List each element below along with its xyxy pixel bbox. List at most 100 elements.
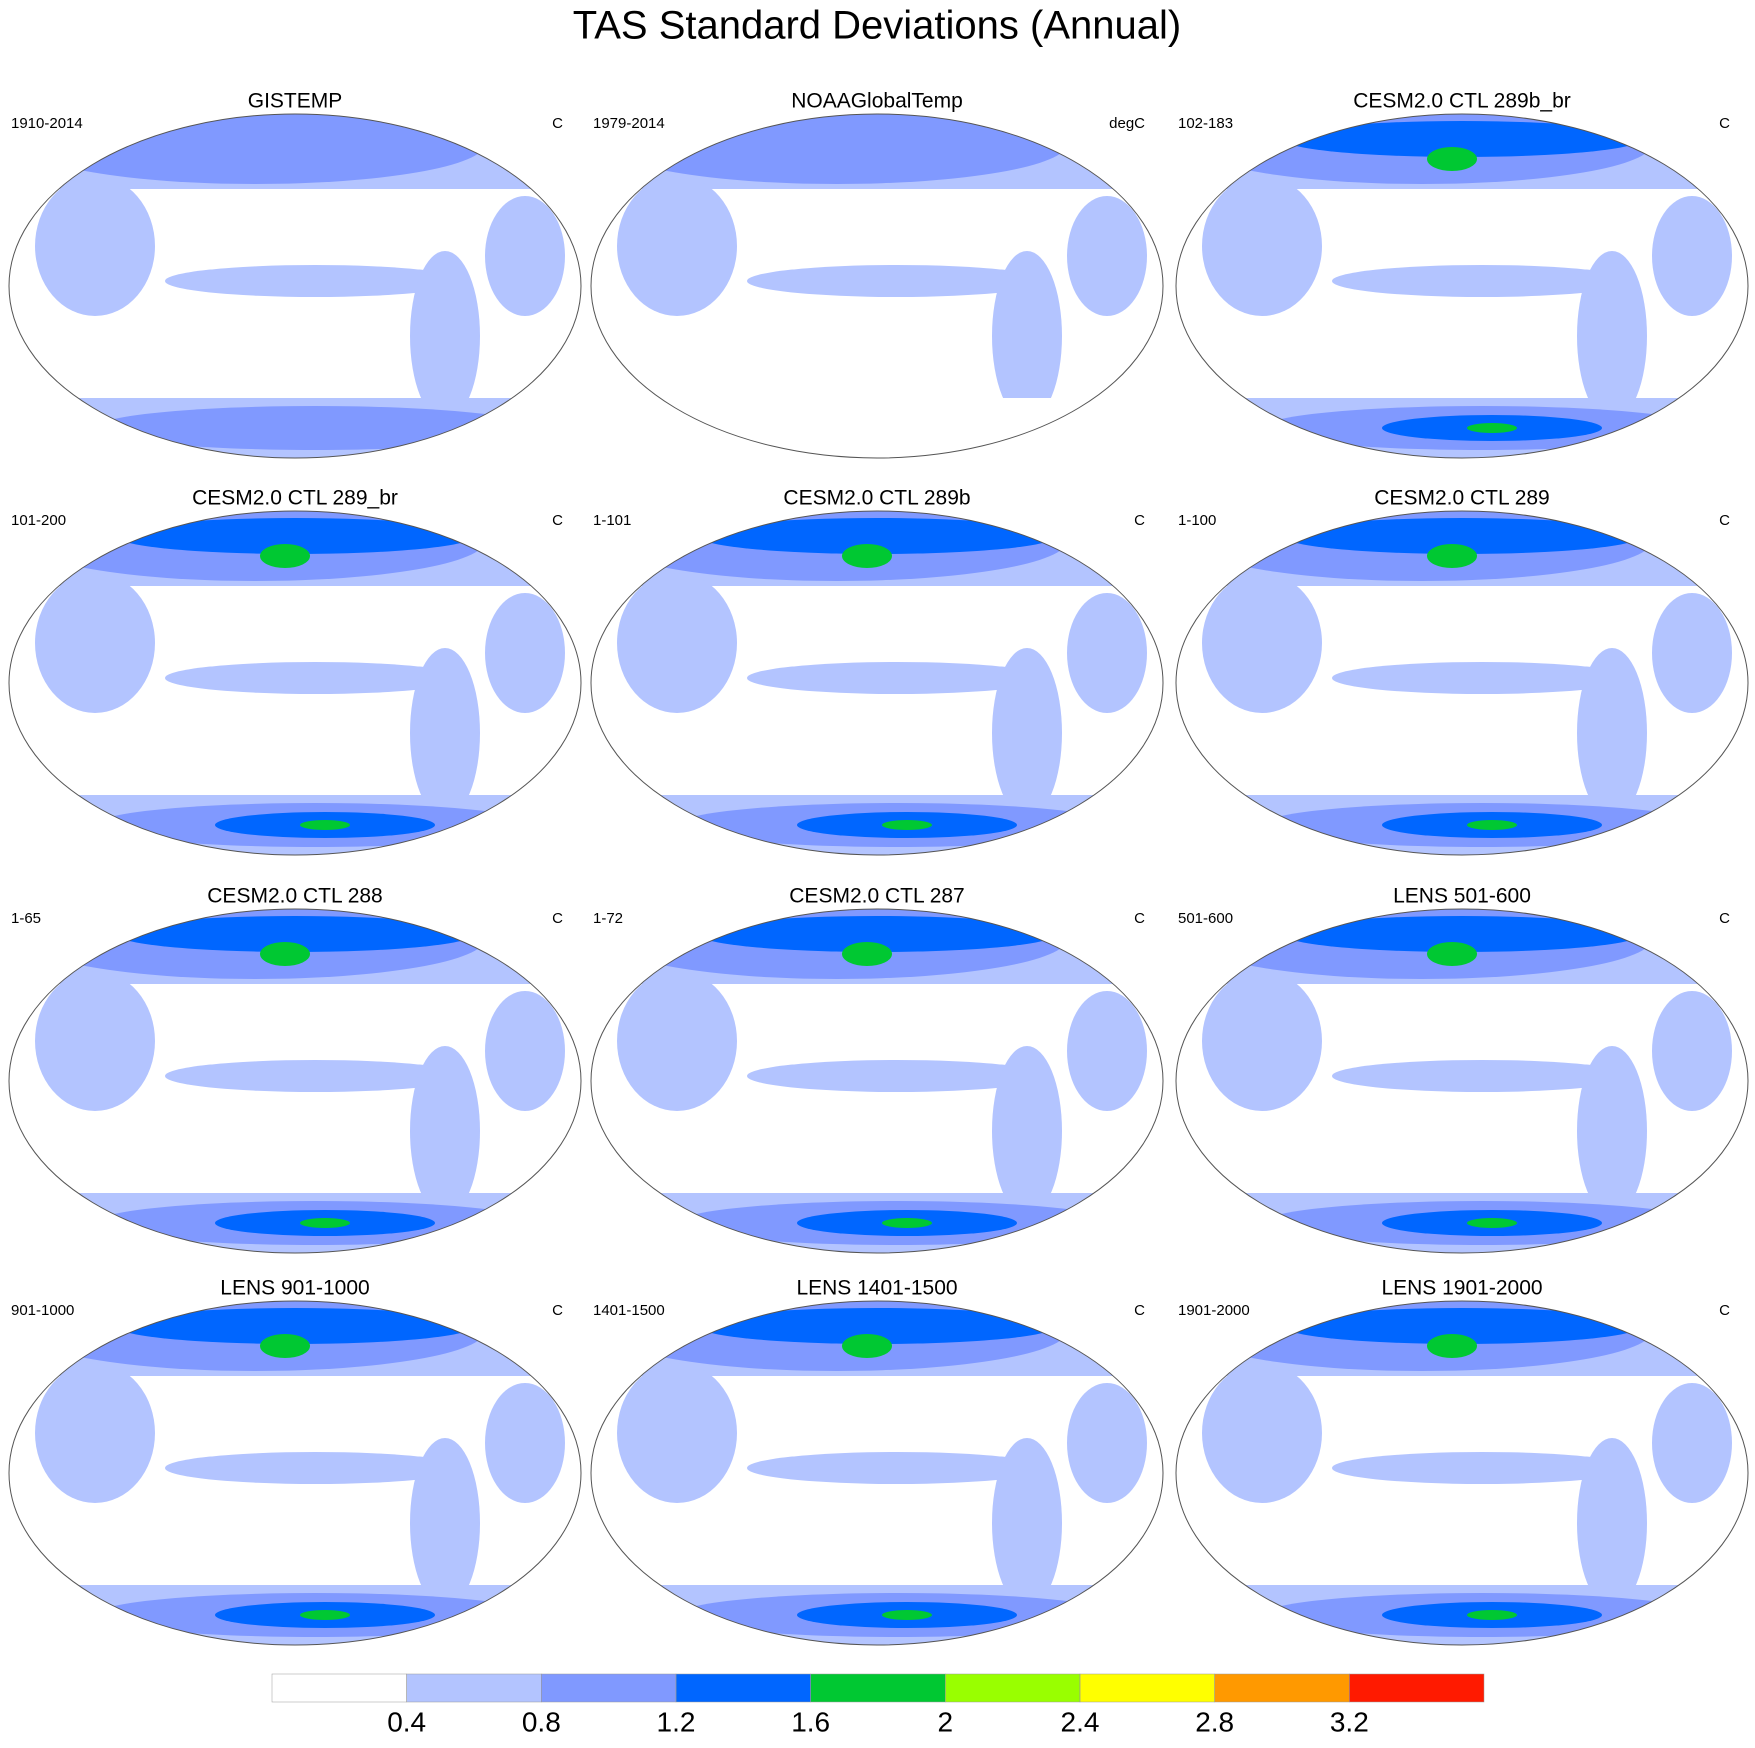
panel-units: C <box>552 115 563 132</box>
map-fill <box>591 909 1163 1253</box>
map-fill <box>1176 114 1748 458</box>
panel-units: C <box>1719 115 1730 132</box>
map-fill <box>591 511 1163 855</box>
south-peak <box>1467 820 1517 830</box>
north-peak <box>1232 914 1292 934</box>
north-peak <box>260 942 310 966</box>
panel-title: LENS 901-1000 <box>220 1277 369 1300</box>
colorbar: 0.4 0.8 1.2 1.6 2 2.4 2.8 3.2 <box>271 1673 1485 1737</box>
tropical-band <box>165 1060 465 1092</box>
continent-shade <box>485 593 565 713</box>
colorbar-box <box>810 1673 946 1703</box>
panel-title: GISTEMP <box>248 90 343 113</box>
map-panel: LENS 501-600 501-600 C <box>1175 885 1749 1254</box>
colorbar-box <box>1349 1673 1485 1703</box>
panel-period: 1-72 <box>593 910 623 927</box>
continent-shade <box>1577 1438 1647 1608</box>
continent-shade <box>1652 196 1732 316</box>
map-panel: CESM2.0 CTL 289 1-100 C <box>1175 487 1749 856</box>
north-core <box>115 1308 475 1344</box>
map-outline <box>8 1300 582 1646</box>
continent-shade <box>1652 991 1732 1111</box>
panel-title: LENS 1401-1500 <box>796 1277 957 1300</box>
south-band <box>591 398 1163 458</box>
colorbar-box <box>1079 1673 1215 1703</box>
panel-title: CESM2.0 CTL 289 <box>1374 487 1549 510</box>
panel-units: C <box>1134 910 1145 927</box>
panel-period: 1-65 <box>11 910 41 927</box>
map-panel: CESM2.0 CTL 287 1-72 C <box>590 885 1164 1254</box>
panel-period: 101-200 <box>11 512 66 529</box>
continent-shade <box>1202 573 1322 713</box>
continent-shade <box>1202 971 1322 1111</box>
continent-shade <box>410 251 480 421</box>
continent-shade <box>1577 251 1647 421</box>
north-core <box>115 916 475 952</box>
north-peak <box>1232 119 1292 139</box>
north-core <box>1282 121 1642 157</box>
continent-shade <box>1577 648 1647 818</box>
map-outline <box>1175 908 1749 1254</box>
north-peak <box>1427 942 1477 966</box>
north-peak <box>842 942 892 966</box>
north-peak <box>1427 147 1477 171</box>
tropical-band <box>1332 1452 1632 1484</box>
north-peak <box>842 544 892 568</box>
south-shade <box>95 406 535 450</box>
south-peak <box>882 1610 932 1620</box>
map-fill <box>591 1301 1163 1645</box>
tropical-band <box>1332 265 1632 297</box>
map-outline <box>8 113 582 459</box>
tropical-band <box>747 662 1047 694</box>
continent-shade <box>35 1363 155 1503</box>
map-outline <box>1175 113 1749 459</box>
colorbar-label: 1.2 <box>657 1706 696 1737</box>
south-peak <box>1467 423 1517 433</box>
north-core <box>697 916 1057 952</box>
north-peak <box>65 914 125 934</box>
map-outline <box>590 908 1164 1254</box>
north-peak <box>65 516 125 536</box>
panel-title: LENS 501-600 <box>1393 885 1531 908</box>
tropical-band <box>747 265 1047 297</box>
map-outline <box>590 1300 1164 1646</box>
north-core <box>1282 1308 1642 1344</box>
panel-units: degC <box>1109 115 1145 132</box>
continent-shade <box>35 176 155 316</box>
north-peak <box>260 1334 310 1358</box>
continent-shade <box>410 1438 480 1608</box>
panel-title: CESM2.0 CTL 289_br <box>192 487 398 510</box>
panel-period: 1-100 <box>1178 512 1216 529</box>
panel-title: CESM2.0 CTL 287 <box>789 885 964 908</box>
map-panel: CESM2.0 CTL 289_br 101-200 C <box>8 487 582 856</box>
map-panel: CESM2.0 CTL 289b_br 102-183 C <box>1175 90 1749 459</box>
continent-shade <box>1202 176 1322 316</box>
colorbar-label: 2.4 <box>1061 1706 1100 1737</box>
colorbar-box <box>541 1673 677 1703</box>
south-peak <box>882 1218 932 1228</box>
continent-shade <box>35 971 155 1111</box>
panel-period: 1901-2000 <box>1178 1302 1250 1319</box>
map-outline <box>8 510 582 856</box>
panel-units: C <box>1134 512 1145 529</box>
map-outline <box>590 113 1164 459</box>
panel-units: C <box>1719 1302 1730 1319</box>
map-outline <box>1175 510 1749 856</box>
panel-title: CESM2.0 CTL 288 <box>207 885 382 908</box>
map-fill <box>591 114 1163 458</box>
continent-shade <box>992 1438 1062 1608</box>
map-fill <box>9 114 581 458</box>
colorbar-label: 0.8 <box>522 1706 561 1737</box>
north-peak <box>647 914 707 934</box>
continent-shade <box>485 991 565 1111</box>
map-panel: CESM2.0 CTL 289b 1-101 C <box>590 487 1164 856</box>
south-peak <box>1467 1218 1517 1228</box>
map-outline <box>1175 1300 1749 1646</box>
south-peak <box>300 1218 350 1228</box>
colorbar-label: 3.2 <box>1330 1706 1369 1737</box>
continent-shade <box>992 648 1062 818</box>
north-peak <box>1427 544 1477 568</box>
panel-title: LENS 1901-2000 <box>1381 1277 1542 1300</box>
panel-period: 501-600 <box>1178 910 1233 927</box>
